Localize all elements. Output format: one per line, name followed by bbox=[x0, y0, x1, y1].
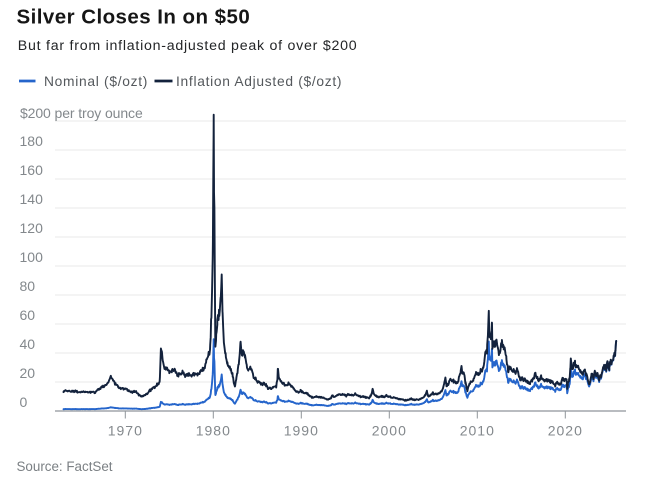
svg-text:100: 100 bbox=[20, 249, 44, 265]
svg-text:120: 120 bbox=[20, 220, 44, 236]
svg-text:160: 160 bbox=[20, 162, 44, 178]
svg-text:2000: 2000 bbox=[372, 423, 407, 439]
svg-text:140: 140 bbox=[20, 191, 44, 207]
svg-text:Nominal ($/ozt): Nominal ($/ozt) bbox=[44, 74, 148, 89]
svg-text:Inflation Adjusted ($/ozt): Inflation Adjusted ($/ozt) bbox=[176, 74, 342, 89]
svg-text:2010: 2010 bbox=[460, 423, 495, 439]
svg-text:180: 180 bbox=[20, 133, 44, 149]
svg-text:$200 per troy ounce: $200 per troy ounce bbox=[20, 105, 143, 121]
svg-text:But far from inflation-adjuste: But far from inflation-adjusted peak of … bbox=[18, 38, 358, 54]
svg-text:1970: 1970 bbox=[108, 423, 143, 439]
svg-text:1980: 1980 bbox=[196, 423, 231, 439]
svg-text:0: 0 bbox=[20, 394, 28, 410]
svg-text:Silver Closes In on $50: Silver Closes In on $50 bbox=[17, 6, 251, 29]
svg-text:80: 80 bbox=[20, 278, 36, 294]
svg-text:40: 40 bbox=[20, 336, 36, 352]
svg-text:Source: FactSet: Source: FactSet bbox=[17, 459, 113, 474]
svg-text:1990: 1990 bbox=[284, 423, 319, 439]
svg-text:60: 60 bbox=[20, 307, 36, 323]
svg-text:20: 20 bbox=[20, 365, 36, 381]
svg-text:2020: 2020 bbox=[548, 423, 583, 439]
